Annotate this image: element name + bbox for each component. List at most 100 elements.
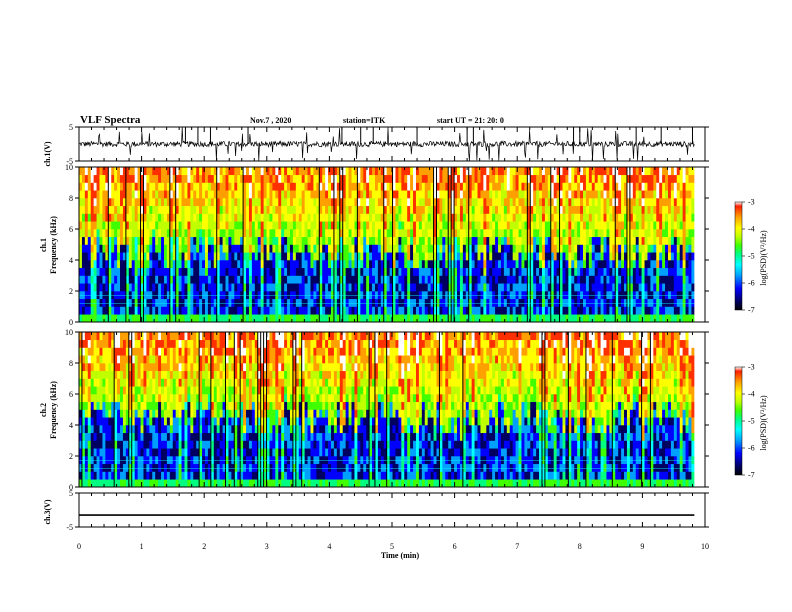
ch1-spectrogram-cell	[585, 213, 590, 222]
ch1-spectrogram-cell	[650, 260, 654, 269]
ch1-spectrogram-cell	[665, 275, 669, 284]
ch1-spectrogram-cell	[544, 221, 549, 230]
ch1-spectrogram-cell	[199, 174, 203, 183]
ch1-spectrogram-cell	[577, 291, 581, 300]
ch1-spectrogram-cell	[635, 252, 639, 261]
ch1-spectrogram-cell	[665, 298, 669, 307]
ch1-spectrogram-cell	[193, 205, 197, 214]
ch1-spectrogram-cell	[454, 291, 458, 300]
ch2-spectrogram-cell	[131, 386, 135, 395]
ch1-spectrogram-cell	[530, 291, 534, 300]
ch1-spectrogram-cell	[585, 167, 590, 176]
ch1-spectrogram-cell	[512, 244, 516, 253]
ch1-spectrogram-cell	[128, 167, 133, 176]
ch1-spectrogram-cell	[445, 198, 449, 207]
ch1-spectrogram-cell	[641, 298, 645, 307]
ch1-spectrogram-cell	[155, 167, 159, 176]
ch1-spectrogram-cell	[316, 167, 320, 176]
ch1-spectrogram-cell	[272, 213, 276, 222]
ch1-spectrogram-cell	[275, 260, 279, 269]
ch1-spectrogram-cell	[656, 314, 660, 323]
ch1-spectrogram-cell	[471, 182, 475, 191]
ch1-spectrogram-cell	[418, 252, 423, 261]
ch1-spectrogram-cell	[401, 267, 405, 276]
ch1-spectrogram-cell	[99, 190, 103, 199]
ch1-spectrogram-ytick-label-3: 6	[69, 225, 73, 234]
ch1-spectrogram-cell	[682, 221, 686, 230]
ch2-spectrogram-cell	[146, 463, 150, 472]
ch1-spectrogram-cell	[685, 283, 689, 292]
ch1-spectrogram-cell	[307, 244, 311, 253]
ch1-spectrogram-cell	[498, 291, 502, 300]
ch1-spectrogram-cell	[301, 314, 305, 323]
ch1-spectrogram-cell	[108, 198, 112, 207]
ch1-spectrogram-cell	[158, 174, 162, 183]
ch1-spectrogram-cell	[418, 267, 423, 276]
ch1-spectrogram-cell	[644, 260, 648, 269]
ch2-spectrogram-cell	[117, 463, 121, 472]
ch1-spectrogram-cell	[278, 236, 282, 245]
ch2-spectrogram-cell	[99, 332, 103, 341]
ch1-spectrogram-cell	[146, 298, 150, 307]
ch1-spectrogram-cell	[506, 236, 511, 245]
ch1-spectrogram-cell	[676, 236, 681, 245]
ch1-spectrogram-cell	[392, 236, 396, 245]
ch1-spectrogram-cell	[120, 190, 124, 199]
ch1-spectrogram-cell	[410, 182, 414, 191]
ch2-spectrogram-cell	[137, 440, 141, 449]
ch1-spectrogram-cell	[588, 182, 593, 191]
ch1-spectrogram-cell	[553, 221, 557, 230]
ch1-spectrogram-cell	[583, 221, 587, 230]
ch1-spectrogram-cell	[240, 198, 244, 207]
ch1-spectrogram-cell	[439, 213, 443, 222]
ch1-spectrogram-cell	[445, 267, 449, 276]
ch1-spectrogram-cell	[644, 213, 648, 222]
ch1-spectrogram-cell	[207, 267, 212, 276]
ch1-spectrogram-cell	[395, 291, 399, 300]
ch2-spectrogram-cell	[149, 425, 153, 434]
ch1-spectrogram-cell	[163, 244, 168, 253]
ch1-spectrogram-cell	[205, 167, 209, 176]
ch1-spectrogram-cell	[140, 314, 144, 323]
ch1-spectrogram-cell	[225, 244, 229, 253]
ch1-spectrogram-cell	[181, 244, 185, 253]
ch1-spectrogram-cell	[275, 205, 279, 214]
ch1-spectrogram-cell	[498, 298, 502, 307]
ch1-spectrogram-cell	[615, 190, 619, 199]
ch1-spectrogram-cell	[518, 182, 522, 191]
ch1-spectrogram-cell	[307, 267, 311, 276]
ch1-spectrogram-cell	[465, 275, 470, 284]
ch1-spectrogram-cell	[81, 213, 86, 222]
ch1-spectrogram-cell	[539, 298, 543, 307]
ch1-spectrogram-cell	[603, 314, 607, 323]
ch1-spectrogram-cell	[310, 167, 314, 176]
ch1-spectrogram-cell	[383, 205, 387, 214]
ch1-spectrogram-cell	[407, 174, 411, 183]
ch1-spectrogram-cell	[228, 229, 232, 238]
ch1-spectrogram-cell	[140, 298, 144, 307]
ch1-spectrogram-cell	[448, 275, 452, 284]
ch1-spectrogram-cell	[506, 174, 511, 183]
ch2-spectrogram-cell	[102, 417, 106, 426]
ch1-spectrogram-cell	[143, 298, 147, 307]
ch1-spectrogram-cell	[632, 291, 637, 300]
ch1-spectrogram-cell	[550, 306, 554, 315]
ch1-spectrogram-cell	[580, 236, 584, 245]
ch1-spectrogram-cell	[234, 267, 238, 276]
ch1-spectrogram-cell	[621, 252, 625, 261]
ch1-spectrogram-cell	[468, 260, 472, 269]
ch1-spectrogram-cell	[662, 198, 666, 207]
ch1-spectrogram-cell	[301, 267, 305, 276]
ch1-spectrogram-cell	[404, 260, 408, 269]
ch2-spectrogram-cell	[114, 386, 118, 395]
ch1-spectrogram-cell	[539, 291, 543, 300]
ch1-spectrogram-cell	[125, 213, 130, 222]
ch1-spectrogram-cell	[287, 190, 291, 199]
ch1-spectrogram-cell	[178, 298, 182, 307]
ch1-spectrogram-cell	[149, 252, 153, 261]
ch1-spectrogram-cell	[348, 182, 352, 191]
ch1-spectrogram-cell	[372, 182, 376, 191]
ch2-spectrogram-cell	[93, 394, 97, 403]
ch1-spectrogram-cell	[225, 236, 229, 245]
ch1-spectrogram-cell	[90, 275, 94, 284]
